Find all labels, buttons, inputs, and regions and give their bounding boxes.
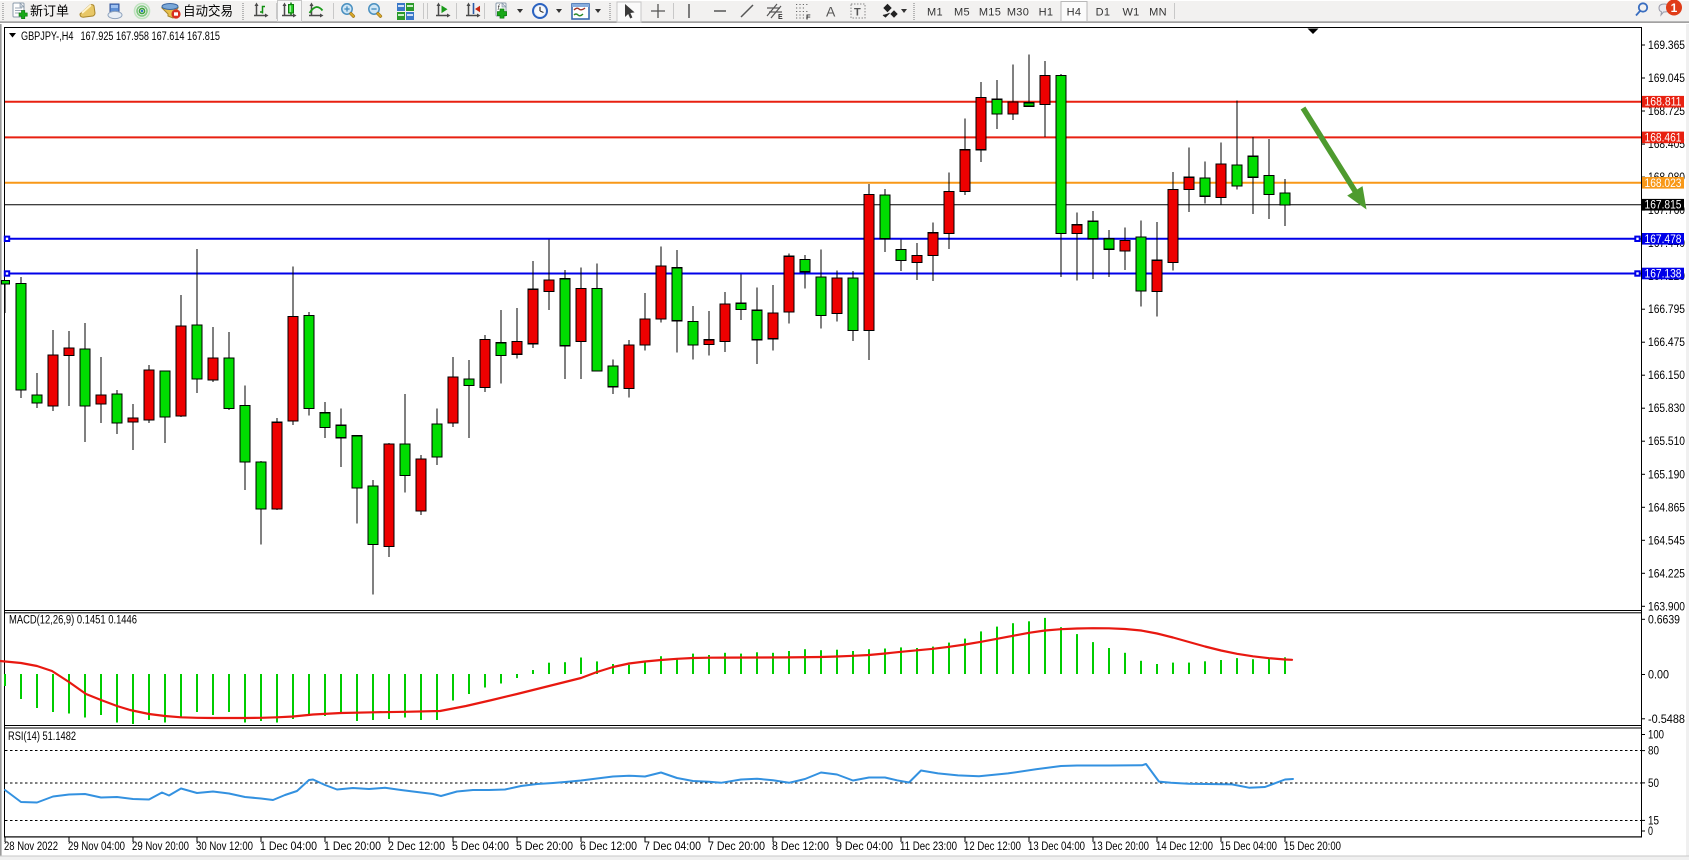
svg-text:F: F: [806, 13, 811, 22]
svg-text:167.815: 167.815: [1645, 200, 1682, 212]
svg-text:0.00: 0.00: [1648, 670, 1669, 682]
svg-text:169.365: 169.365: [1648, 40, 1685, 52]
svg-text:11 Dec 23:00: 11 Dec 23:00: [900, 841, 957, 853]
svg-text:14 Dec 12:00: 14 Dec 12:00: [1156, 841, 1213, 853]
svg-text:5 Dec 04:00: 5 Dec 04:00: [452, 841, 509, 853]
svg-text:D1: D1: [1096, 7, 1111, 19]
svg-text:MACD(12,26,9) 0.1451 0.1446: MACD(12,26,9) 0.1451 0.1446: [9, 615, 137, 627]
svg-text:自动交易: 自动交易: [183, 4, 233, 19]
svg-text:167.478: 167.478: [1645, 234, 1682, 246]
svg-text:164.225: 164.225: [1648, 568, 1685, 580]
svg-text:新订单: 新订单: [30, 4, 69, 19]
svg-text:1 Dec 20:00: 1 Dec 20:00: [324, 841, 381, 853]
svg-text:167.138: 167.138: [1645, 269, 1682, 281]
svg-text:W1: W1: [1122, 7, 1139, 19]
svg-text:MN: MN: [1149, 7, 1167, 19]
svg-text:M30: M30: [1007, 7, 1029, 19]
svg-text:0: 0: [1648, 826, 1653, 838]
svg-text:165.830: 165.830: [1648, 403, 1685, 415]
svg-text:165.190: 165.190: [1648, 469, 1685, 481]
svg-text:165.510: 165.510: [1648, 436, 1685, 448]
svg-text:15 Dec 20:00: 15 Dec 20:00: [1284, 841, 1341, 853]
svg-text:13 Dec 04:00: 13 Dec 04:00: [1028, 841, 1085, 853]
svg-text:f: f: [498, 5, 501, 12]
svg-text:29 Nov 20:00: 29 Nov 20:00: [132, 841, 189, 853]
svg-text:A: A: [826, 4, 836, 20]
svg-text:168.811: 168.811: [1645, 97, 1682, 109]
svg-text:T: T: [854, 7, 861, 19]
svg-text:9 Dec 04:00: 9 Dec 04:00: [836, 841, 893, 853]
svg-text:166.475: 166.475: [1648, 337, 1685, 349]
svg-text:28 Nov 2022: 28 Nov 2022: [4, 841, 58, 853]
svg-text:15: 15: [1648, 815, 1659, 827]
svg-text:15 Dec 04:00: 15 Dec 04:00: [1220, 841, 1277, 853]
svg-text:H1: H1: [1039, 7, 1054, 19]
svg-text:M15: M15: [979, 7, 1001, 19]
svg-text:30 Nov 12:00: 30 Nov 12:00: [196, 841, 253, 853]
svg-text:M1: M1: [927, 7, 943, 19]
svg-text:168.461: 168.461: [1645, 132, 1682, 144]
svg-text:0.6639: 0.6639: [1648, 614, 1680, 626]
svg-text:50: 50: [1648, 778, 1659, 790]
svg-text:164.545: 164.545: [1648, 535, 1685, 547]
svg-text:163.900: 163.900: [1648, 601, 1685, 613]
svg-text:80: 80: [1648, 746, 1659, 758]
svg-text:29 Nov 04:00: 29 Nov 04:00: [68, 841, 125, 853]
svg-text:7 Dec 04:00: 7 Dec 04:00: [644, 841, 701, 853]
svg-text:1 Dec 04:00: 1 Dec 04:00: [260, 841, 317, 853]
svg-text:GBPJPY-,H4 167.925 167.958 16: GBPJPY-,H4 167.925 167.958 167.614 167.8…: [21, 31, 220, 43]
svg-text:-0.5488: -0.5488: [1648, 714, 1685, 726]
svg-text:2 Dec 12:00: 2 Dec 12:00: [388, 841, 445, 853]
svg-text:5 Dec 20:00: 5 Dec 20:00: [516, 841, 573, 853]
svg-text:164.865: 164.865: [1648, 502, 1685, 514]
svg-text:H4: H4: [1067, 7, 1082, 19]
svg-text:12 Dec 12:00: 12 Dec 12:00: [964, 841, 1021, 853]
svg-text:E: E: [778, 14, 783, 21]
svg-text:168.725: 168.725: [1648, 106, 1685, 118]
svg-text:168.023: 168.023: [1645, 178, 1682, 190]
svg-text:166.150: 166.150: [1648, 370, 1685, 382]
svg-text:166.795: 166.795: [1648, 304, 1685, 316]
svg-text:6 Dec 12:00: 6 Dec 12:00: [580, 841, 637, 853]
svg-text:8 Dec 12:00: 8 Dec 12:00: [772, 841, 829, 853]
svg-text:M5: M5: [954, 7, 970, 19]
svg-text:7 Dec 20:00: 7 Dec 20:00: [708, 841, 765, 853]
svg-text:169.045: 169.045: [1648, 73, 1685, 85]
svg-text:1: 1: [1671, 1, 1678, 15]
svg-text:RSI(14) 51.1482: RSI(14) 51.1482: [8, 731, 76, 743]
svg-text:13 Dec 20:00: 13 Dec 20:00: [1092, 841, 1149, 853]
svg-text:100: 100: [1648, 730, 1664, 742]
